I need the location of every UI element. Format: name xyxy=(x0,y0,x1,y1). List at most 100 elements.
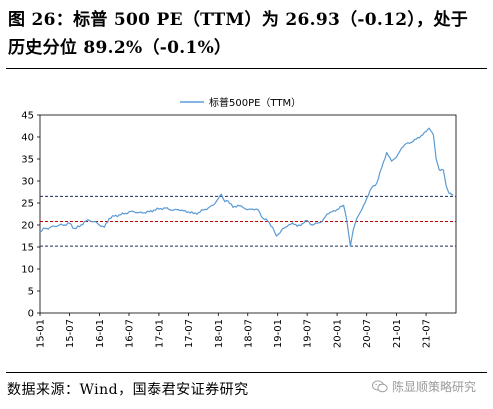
data-point-46 xyxy=(257,209,258,210)
watermark: 陈显顺策略研究 xyxy=(372,378,476,395)
data-point-90 xyxy=(453,194,454,195)
data-point-61 xyxy=(327,213,328,214)
data-point-41 xyxy=(232,207,233,208)
watermark-text: 陈显顺策略研究 xyxy=(392,380,477,394)
data-point-52 xyxy=(282,228,283,229)
data-point-57 xyxy=(307,220,308,221)
data-point-8 xyxy=(74,228,75,229)
x-tick-label-15-01: 15-01 xyxy=(36,319,47,348)
data-point-67 xyxy=(353,229,354,230)
x-tick-label-16-01: 16-01 xyxy=(95,319,106,348)
data-point-50 xyxy=(276,235,277,236)
x-tick-label-19-07: 19-07 xyxy=(303,319,314,348)
data-point-56 xyxy=(302,223,303,224)
data-point-23 xyxy=(148,211,149,212)
data-point-77 xyxy=(401,147,402,148)
y-tick-label-0: 0 xyxy=(28,309,34,320)
data-point-84 xyxy=(433,134,434,135)
data-point-76 xyxy=(396,156,397,157)
data-point-7 xyxy=(69,223,70,224)
data-point-59 xyxy=(317,223,318,224)
data-point-25 xyxy=(158,209,159,210)
data-point-43 xyxy=(242,207,243,208)
data-point-16 xyxy=(114,216,115,217)
figure-title-line-1: 图 26：标普 500 PE（TTM）为 26.93（-0.12），处于 xyxy=(8,10,469,30)
legend-label: 标普500PE（TTM） xyxy=(209,96,301,109)
data-point-42 xyxy=(237,205,238,206)
y-tick-label-25: 25 xyxy=(21,199,34,210)
data-point-20 xyxy=(133,211,134,212)
y-tick-label-5: 5 xyxy=(28,287,34,298)
data-point-55 xyxy=(297,226,298,227)
figure-title-line-2: 历史分位 89.2%（-0.1%） xyxy=(8,38,232,58)
data-point-49 xyxy=(272,227,273,228)
data-point-4 xyxy=(54,226,55,227)
data-point-89 xyxy=(449,193,450,194)
x-tick-label-18-01: 18-01 xyxy=(214,319,225,348)
y-tick-label-10: 10 xyxy=(21,265,34,276)
data-point-37 xyxy=(218,198,219,199)
data-point-14 xyxy=(104,227,105,228)
data-point-18 xyxy=(124,213,125,214)
x-tick-label-20-07: 20-07 xyxy=(362,319,373,348)
data-point-63 xyxy=(336,209,337,210)
data-point-35 xyxy=(208,207,209,208)
data-point-86 xyxy=(439,169,440,170)
data-point-85 xyxy=(436,158,437,159)
x-tick-label-18-07: 18-07 xyxy=(243,319,254,348)
data-point-33 xyxy=(198,212,199,213)
data-point-51 xyxy=(279,232,280,233)
data-point-9 xyxy=(79,226,80,227)
data-point-69 xyxy=(361,209,362,210)
data-point-83 xyxy=(429,128,430,129)
data-point-75 xyxy=(391,161,392,162)
x-tick-label-15-07: 15-07 xyxy=(65,319,76,348)
data-point-54 xyxy=(292,222,293,223)
x-tick-label-17-07: 17-07 xyxy=(184,319,195,348)
plot-area-border xyxy=(39,114,457,314)
data-point-78 xyxy=(406,143,407,144)
data-point-88 xyxy=(445,185,446,186)
data-point-68 xyxy=(356,218,357,219)
data-point-70 xyxy=(366,198,367,199)
wechat-icon xyxy=(372,380,388,393)
x-tick-label-16-07: 16-07 xyxy=(124,319,135,348)
data-point-66 xyxy=(350,246,351,247)
data-point-6 xyxy=(64,224,65,225)
data-point-19 xyxy=(128,211,129,212)
data-point-44 xyxy=(247,209,248,210)
y-tick-label-15: 15 xyxy=(21,243,34,254)
y-tick-label-20: 20 xyxy=(21,221,34,232)
data-point-22 xyxy=(143,212,144,213)
data-point-26 xyxy=(163,207,164,208)
x-tick-label-21-01: 21-01 xyxy=(392,319,403,348)
figure-title: 图 26：标普 500 PE（TTM）为 26.93（-0.12），处于 历史分… xyxy=(8,6,486,62)
y-tick-label-30: 30 xyxy=(21,177,34,188)
data-point-29 xyxy=(178,209,179,210)
x-tick-label-20-01: 20-01 xyxy=(333,319,344,348)
data-point-21 xyxy=(138,212,139,213)
data-point-65 xyxy=(346,220,347,221)
x-tick-label-17-01: 17-01 xyxy=(154,319,165,348)
data-point-82 xyxy=(425,131,426,132)
title-divider xyxy=(6,68,487,69)
data-point-39 xyxy=(224,201,225,202)
data-point-58 xyxy=(312,224,313,225)
data-point-53 xyxy=(287,226,288,227)
data-point-28 xyxy=(173,209,174,210)
source-note: 数据来源：Wind，国泰君安证券研究 xyxy=(7,382,249,398)
data-point-5 xyxy=(59,224,60,225)
x-tick-label-21-07: 21-07 xyxy=(422,319,433,348)
data-point-24 xyxy=(153,209,154,210)
y-tick-label-35: 35 xyxy=(21,155,34,166)
data-point-36 xyxy=(213,205,214,206)
data-point-80 xyxy=(416,139,417,140)
data-point-31 xyxy=(188,211,189,212)
data-point-71 xyxy=(371,187,372,188)
data-point-12 xyxy=(94,221,95,222)
data-point-15 xyxy=(109,218,110,219)
data-point-74 xyxy=(386,152,387,153)
x-tick-label-19-01: 19-01 xyxy=(273,319,284,348)
data-point-87 xyxy=(443,169,444,170)
